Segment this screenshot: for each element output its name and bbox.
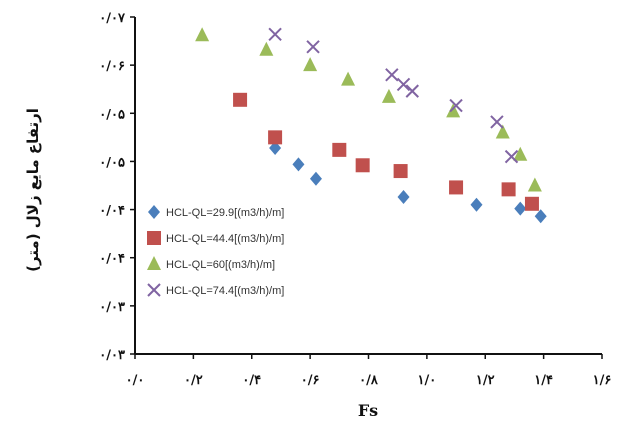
y-tick-label: ۰/۰۷ <box>99 11 126 26</box>
legend-marker <box>147 283 161 297</box>
series-4 <box>268 27 519 164</box>
legend-marker <box>147 231 161 245</box>
x-marker-stroke <box>504 149 519 164</box>
y-axis-title: ارتفاع مایع زلال (متر) <box>24 108 42 272</box>
legend-marker <box>148 205 160 219</box>
data-point <box>259 41 274 56</box>
x-tick-label: ۰/۶ <box>301 373 320 388</box>
y-tick-label: ۰/۰۳ <box>99 348 125 363</box>
data-point <box>405 84 419 98</box>
data-point <box>397 190 410 205</box>
data-point <box>233 92 248 107</box>
data-point <box>195 27 210 42</box>
legend-marker <box>147 256 161 270</box>
legend-item: HCL-QL=44.4[(m3/h)/m] <box>144 228 326 248</box>
legend-label: HCL-QL=60[(m3/h)/m] <box>166 259 275 271</box>
legend-label: HCL-QL=74.4[(m3/h)/m] <box>166 285 284 297</box>
data-point <box>534 209 547 224</box>
data-point <box>306 40 320 54</box>
x-tick-label: ۱/۰ <box>418 373 437 388</box>
data-point <box>303 57 318 72</box>
y-tick-label: ۰/۰۴ <box>99 204 125 219</box>
y-ticks: ۰/۰۳ ۰/۰۳ ۰/۰۴ ۰/۰۴ ۰/۰۵ ۰/۰۵ ۰/۰۶ ۰/۰۷ <box>99 11 135 363</box>
data-point <box>309 171 322 186</box>
series-1 <box>269 140 547 224</box>
legend-item: HCL-QL=29.9[(m3/h)/m] <box>144 202 326 222</box>
data-point <box>490 115 504 129</box>
legend-item-bg <box>144 280 326 300</box>
legend-item-bg <box>144 228 326 248</box>
series-2 <box>233 92 539 211</box>
y-tick-label: ۰/۰۵ <box>99 155 125 170</box>
series-3 <box>195 27 542 192</box>
x-marker-stroke <box>490 115 504 129</box>
y-axis-label: ارتفاع مایع زلال (متر) <box>24 108 42 272</box>
data-point <box>268 130 283 145</box>
legend-label: HCL-QL=44.4[(m3/h)/m] <box>166 233 284 245</box>
data-point <box>524 196 539 211</box>
x-tick-label: ۰/۴ <box>242 373 261 388</box>
x-marker-stroke <box>306 40 320 54</box>
x-tick-label: ۰/۲ <box>184 373 203 388</box>
y-tick-label: ۰/۰۳ <box>99 300 125 315</box>
x-ticks: ۰/۰ ۰/۲ ۰/۴ ۰/۶ ۰/۸ ۱/۰ ۱/۲ ۱/۴ ۱/۶ <box>126 354 612 388</box>
x-marker-stroke <box>405 84 419 98</box>
data-point <box>504 149 519 164</box>
data-points <box>195 27 547 224</box>
legend-item-bg <box>144 202 326 222</box>
x-tick-label: ۱/۴ <box>534 373 553 388</box>
x-marker-stroke <box>449 98 463 113</box>
data-point <box>527 177 542 192</box>
x-marker-stroke <box>385 68 399 82</box>
y-tick-label: ۰/۰۴ <box>99 252 125 267</box>
data-point <box>385 68 399 82</box>
x-axis-title: Fs <box>358 401 378 420</box>
x-marker-stroke <box>147 283 161 297</box>
x-tick-label: ۱/۶ <box>593 373 612 388</box>
data-point <box>514 201 527 216</box>
x-marker-stroke <box>268 27 282 42</box>
legend: HCL-QL=29.9[(m3/h)/m] HCL-QL=44.4[(m3/h)/… <box>144 202 326 300</box>
y-tick-label: ۰/۰۵ <box>99 107 125 122</box>
data-point <box>393 164 408 179</box>
data-point <box>268 27 282 42</box>
legend-item: HCL-QL=74.4[(m3/h)/m] <box>144 280 326 300</box>
data-point <box>446 103 461 118</box>
x-tick-label: ۰/۰ <box>126 373 145 388</box>
legend-label: HCL-QL=29.9[(m3/h)/m] <box>166 207 284 219</box>
data-point <box>495 124 510 139</box>
x-tick-label: ۱/۲ <box>476 373 495 388</box>
data-point <box>449 180 464 195</box>
data-point <box>501 182 516 197</box>
data-point <box>381 88 396 103</box>
x-tick-label: ۰/۸ <box>359 373 379 388</box>
data-point <box>513 146 528 161</box>
data-point <box>355 158 370 173</box>
data-point <box>332 142 347 157</box>
data-point <box>269 140 282 155</box>
legend-item-bg <box>144 254 326 274</box>
x-marker-stroke <box>396 77 411 92</box>
data-point <box>292 157 305 172</box>
legend-item: HCL-QL=60[(m3/h)/m] <box>144 254 326 274</box>
data-point <box>341 71 356 86</box>
y-tick-label: ۰/۰۶ <box>99 59 125 74</box>
data-point <box>449 98 463 113</box>
data-point <box>396 77 411 92</box>
data-point <box>470 197 483 212</box>
